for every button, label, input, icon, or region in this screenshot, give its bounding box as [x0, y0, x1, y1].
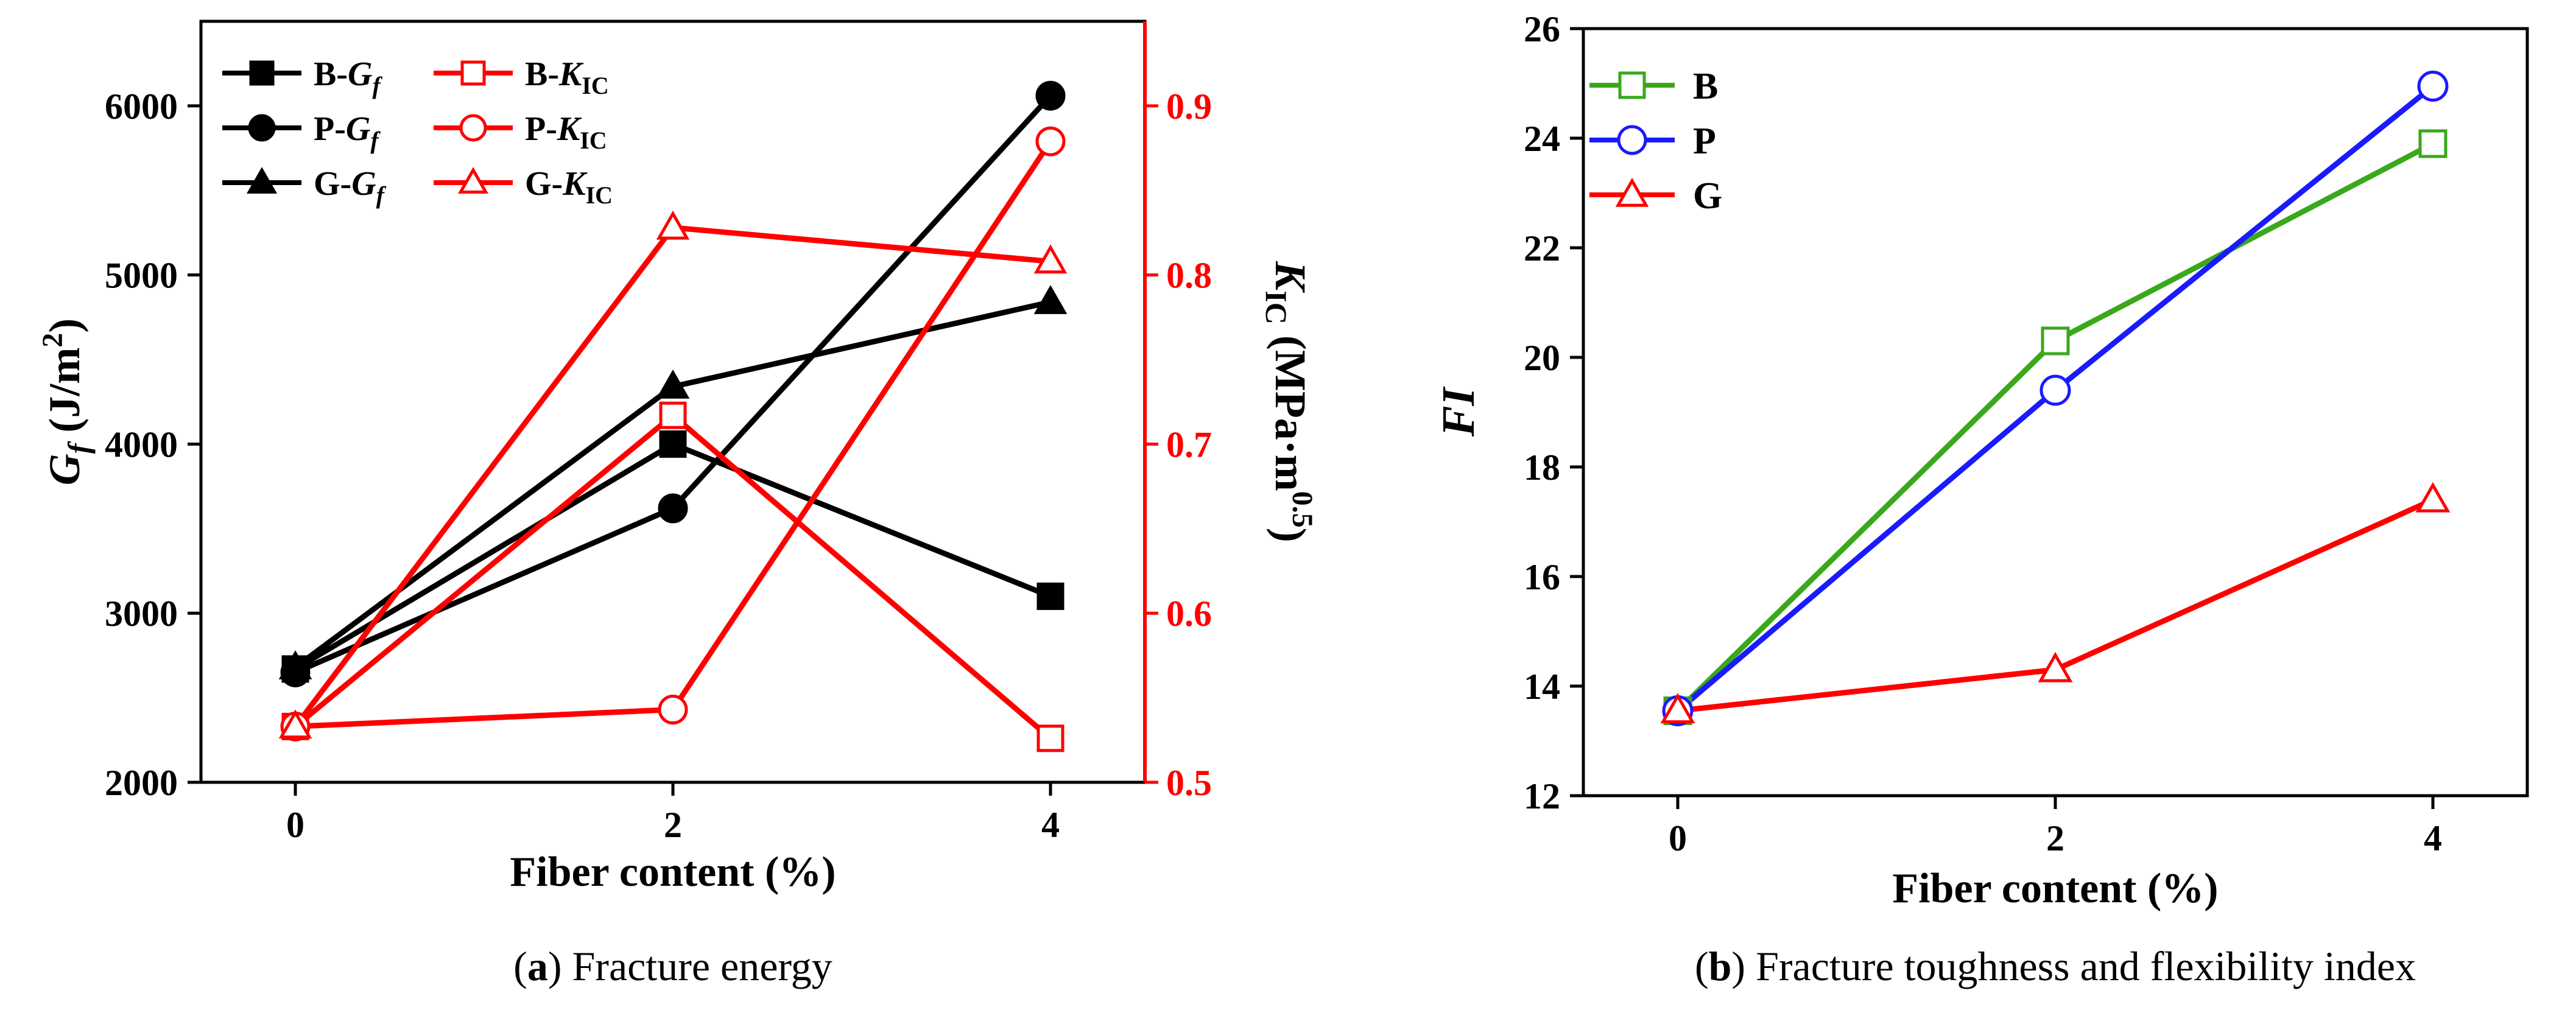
legend-label-G-KIC: G-KIC — [525, 165, 613, 209]
x-tick-label-a: 0 — [286, 805, 304, 845]
panel-a-fracture-energy: 0 2 4 2000 3000 4000 5000 6000 0.5 0.6 0.7 0.8 0.9 B… — [37, 19, 1318, 989]
x-tick-label-b: 2 — [2046, 818, 2064, 858]
legend-marker-G-Gf — [246, 167, 278, 194]
y-right-unit: (MPa·m — [1266, 324, 1315, 491]
x-tick-label-a: 2 — [664, 805, 682, 845]
y-right-tick-label-a: 0.9 — [1166, 86, 1212, 127]
series-group-b — [1660, 71, 2451, 726]
y-right-sub: IC — [1259, 290, 1293, 324]
data-point-P-Gf — [1035, 80, 1066, 111]
y-left-close: ) — [40, 318, 89, 333]
legend-label-B-KIC: B-KIC — [525, 55, 609, 99]
data-point-P — [2417, 71, 2449, 102]
series-group-a — [278, 80, 1068, 752]
y-right-tick-label-a: 0.5 — [1166, 763, 1212, 803]
caption-b: (b) Fracture toughness and flexibility i… — [1695, 943, 2416, 989]
axis-ticks-a: 0 2 4 2000 3000 4000 5000 6000 0.5 0.6 0.7 0.8 0.9 — [105, 21, 1212, 845]
y-right-main: K — [1266, 261, 1315, 293]
data-point-B-Gf — [1036, 582, 1065, 610]
y-tick-label-b: 16 — [1524, 557, 1560, 597]
y-right-close: ) — [1266, 528, 1315, 542]
y-axis-label-right-a: KIC (MPa·m0.5) — [1259, 261, 1318, 542]
legend-label-B-Gf: B-Gf — [314, 55, 382, 99]
y-left-unit: (J/m — [40, 348, 89, 444]
caption-letter-a: a — [527, 943, 548, 989]
y-right-tick-label-a: 0.6 — [1166, 594, 1212, 634]
data-point-B-Gf — [659, 430, 687, 458]
legend-marker-B — [1618, 71, 1646, 99]
legend-label-G: G — [1693, 175, 1722, 217]
legend-marker-B-KIC — [460, 60, 486, 86]
data-point-P-KIC — [658, 695, 688, 725]
y-axis-label-left-a: Gf (J/m2) — [37, 318, 96, 486]
legend-label-P: P — [1693, 121, 1716, 162]
y-left-tick-label-a: 5000 — [105, 256, 178, 296]
data-point-G-Gf — [278, 650, 312, 679]
y-right-tick-label-a: 0.7 — [1166, 424, 1212, 465]
y-right-tick-label-a: 0.8 — [1166, 256, 1212, 296]
series-line-G-KIC — [293, 225, 1051, 729]
y-left-tick-label-a: 4000 — [105, 424, 178, 465]
legend-marker-P-Gf — [248, 114, 276, 142]
data-point-P-Gf — [658, 493, 688, 524]
legend-marker-G — [1615, 177, 1649, 207]
y-left-tick-label-a: 6000 — [105, 86, 178, 127]
y-tick-label-b: 12 — [1524, 776, 1560, 816]
legend-label-G-Gf: G-Gf — [314, 165, 387, 209]
data-point-B — [2041, 326, 2070, 356]
series-line-G-Gf — [294, 299, 1051, 670]
legend-label-P-KIC: P-KIC — [525, 110, 607, 154]
y-left-tick-label-a: 2000 — [105, 763, 178, 803]
legend-a: B-Gf P-Gf G-Gf B-KIC P-KIC G-KIC — [222, 55, 613, 209]
caption-letter-b: b — [1709, 943, 1732, 989]
y-axis-label-b: FI — [1433, 386, 1484, 437]
legend-marker-P — [1617, 125, 1647, 155]
y-tick-label-b: 18 — [1524, 447, 1560, 488]
data-point-G-KIC — [1033, 244, 1068, 274]
series-line-B — [1675, 141, 2435, 713]
y-tick-label-b: 24 — [1524, 119, 1560, 159]
data-point-G — [2415, 482, 2451, 513]
y-left-tick-label-a: 3000 — [105, 594, 178, 634]
legend-label-B: B — [1693, 66, 1718, 107]
x-tick-label-b: 4 — [2424, 818, 2442, 858]
y-tick-label-b: 14 — [1524, 667, 1560, 707]
x-tick-label-b: 0 — [1669, 818, 1687, 858]
data-point-G-Gf — [1033, 285, 1068, 314]
data-point-G — [1660, 693, 1695, 724]
y-tick-label-b: 20 — [1524, 338, 1560, 378]
data-point-P — [2039, 374, 2071, 406]
data-point-G-KIC — [656, 210, 690, 240]
legend-marker-P-KIC — [459, 114, 487, 142]
legend-marker-G-KIC — [457, 167, 489, 194]
data-point-G — [2038, 651, 2073, 682]
x-axis-label-b: Fiber content (%) — [1892, 865, 2218, 912]
legend-b: BPG — [1589, 66, 1722, 217]
data-point-B-KIC — [659, 401, 687, 429]
caption-text-b: Fracture toughness and flexibility index — [1756, 943, 2416, 989]
data-point-B-KIC — [1036, 724, 1065, 752]
y-tick-label-b: 26 — [1524, 9, 1560, 49]
y-left-sup: 2 — [37, 333, 69, 348]
y-right-sup: 0.5 — [1286, 491, 1318, 528]
x-axis-label-a: Fiber content (%) — [510, 849, 836, 896]
data-point-G-Gf — [656, 369, 690, 399]
y-tick-label-b: 22 — [1524, 228, 1560, 268]
x-tick-label-a: 4 — [1041, 805, 1060, 845]
y-left-sub: f — [62, 441, 96, 454]
legend-marker-B-Gf — [249, 60, 275, 86]
data-point-B — [2418, 129, 2448, 158]
caption-a: (a) Fracture energy — [513, 943, 832, 989]
y-left-main: G — [40, 454, 89, 485]
caption-text-a: Fracture energy — [572, 943, 832, 989]
data-point-G-KIC — [278, 709, 312, 739]
data-point-P-KIC — [1035, 126, 1066, 156]
legend-label-P-Gf: P-Gf — [314, 110, 381, 154]
